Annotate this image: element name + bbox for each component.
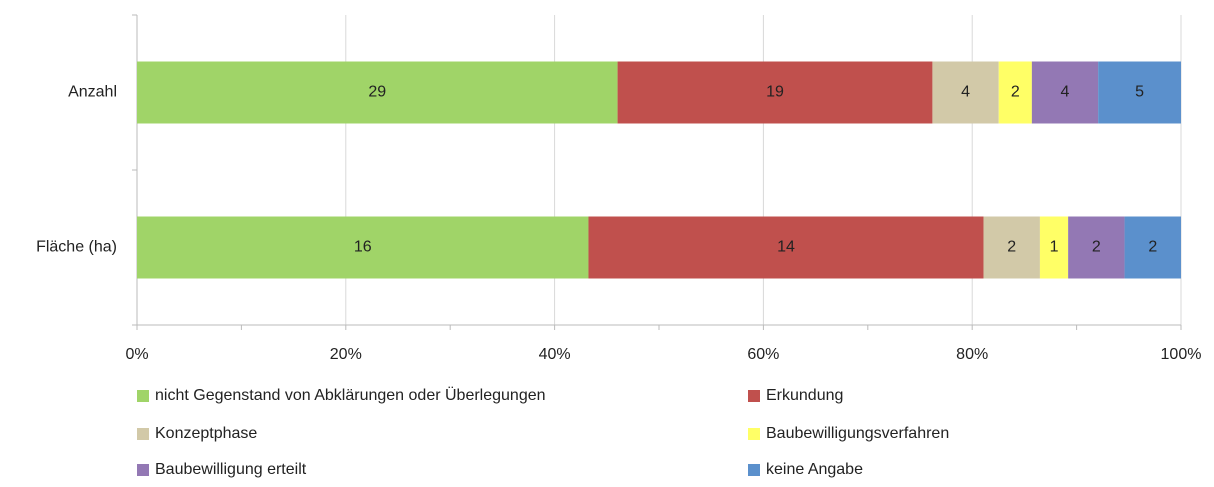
bar-segment xyxy=(617,61,933,124)
x-tick-label: 60% xyxy=(747,346,779,363)
legend-swatch xyxy=(137,464,149,476)
legend-label: Baubewilligungsverfahren xyxy=(766,425,949,442)
data-label: 5 xyxy=(1135,84,1144,101)
data-label: 2 xyxy=(1092,239,1101,256)
legend-swatch xyxy=(748,390,760,402)
legend-label: Erkundung xyxy=(766,387,843,404)
x-tick-label: 100% xyxy=(1161,346,1202,363)
bar-segment xyxy=(1039,216,1069,279)
bar-segment xyxy=(137,61,618,124)
x-tick-label: 0% xyxy=(125,346,148,363)
legend-swatch xyxy=(137,428,149,440)
x-tick-label: 40% xyxy=(539,346,571,363)
bar-segment xyxy=(1068,216,1125,279)
bar-segment xyxy=(983,216,1040,279)
data-label: 1 xyxy=(1050,239,1059,256)
x-tick-label: 20% xyxy=(330,346,362,363)
legend-label: Baubewilligung erteilt xyxy=(155,461,307,478)
data-label: 2 xyxy=(1011,84,1020,101)
y-tick-label: Anzahl xyxy=(68,84,117,101)
bar-segment xyxy=(1124,216,1181,279)
bar-segment xyxy=(1031,61,1099,124)
legend-label: Konzeptphase xyxy=(155,425,257,442)
bar-segment xyxy=(137,216,589,279)
data-label: 2 xyxy=(1007,239,1016,256)
data-label: 4 xyxy=(961,84,970,101)
data-label: 29 xyxy=(368,84,386,101)
data-label: 16 xyxy=(354,239,372,256)
data-label: 2 xyxy=(1148,239,1157,256)
bar-segment xyxy=(588,216,984,279)
bar-segment xyxy=(1098,61,1181,124)
legend-swatch xyxy=(748,464,760,476)
legend-label: keine Angabe xyxy=(766,461,863,478)
bar-segment xyxy=(932,61,999,124)
legend-swatch xyxy=(137,390,149,402)
x-tick-label: 80% xyxy=(956,346,988,363)
y-tick-label: Fläche (ha) xyxy=(36,239,117,256)
data-label: 19 xyxy=(766,84,784,101)
bar-segment xyxy=(998,61,1032,124)
legend-label: nicht Gegenstand von Abklärungen oder Üb… xyxy=(155,386,546,404)
data-label: 4 xyxy=(1061,84,1070,101)
data-label: 14 xyxy=(777,239,795,256)
legend-swatch xyxy=(748,428,760,440)
